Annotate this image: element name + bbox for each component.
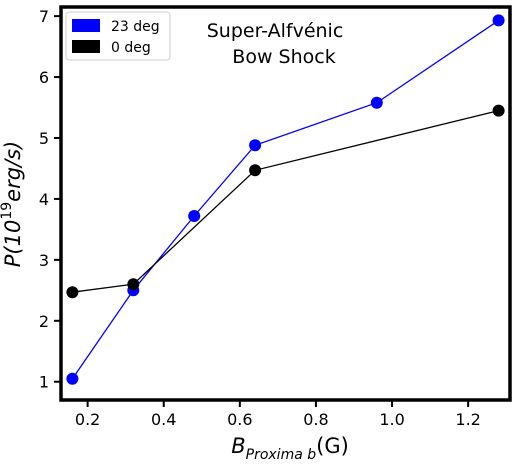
data-point-0-deg	[492, 104, 505, 117]
series-line-23-deg	[71, 19, 499, 380]
y-tick-label: 6	[39, 68, 49, 87]
series-layer	[66, 14, 505, 385]
legend-label-23-deg: 23 deg	[111, 19, 160, 35]
data-point-23-deg	[249, 139, 262, 152]
y-tick-label: 4	[39, 190, 49, 209]
chart-title-line-2: Bow Shock	[232, 46, 335, 68]
y-tick-label: 1	[39, 373, 49, 392]
y-tick-label: 5	[39, 129, 49, 148]
plot-frame	[59, 5, 512, 402]
data-point-23-deg	[66, 372, 79, 385]
x-tick-label: 1.2	[455, 410, 480, 429]
data-point-23-deg	[188, 210, 201, 222]
legend-swatch-0-deg	[72, 40, 100, 53]
ticks-layer: 0.2 0.4 0.6 0.8 1.0 1.2 1 2 3 4 5 6 7	[39, 7, 481, 429]
x-tick-label: 1.0	[379, 410, 404, 429]
x-tick-label: 0.4	[151, 410, 176, 429]
x-axis-label: BProxima b(G)	[231, 434, 349, 463]
y-tick-label: 7	[39, 7, 49, 26]
data-point-0-deg	[66, 286, 79, 299]
data-point-0-deg	[249, 164, 262, 177]
data-point-0-deg	[127, 278, 140, 291]
legend-label-0-deg: 0 deg	[111, 40, 151, 56]
data-point-23-deg	[492, 14, 505, 27]
data-point-23-deg	[370, 96, 383, 109]
series-line-0-deg	[72, 109, 499, 293]
x-tick-label: 0.6	[227, 410, 252, 429]
legend: 23 deg 0 deg	[65, 11, 171, 61]
legend-swatch-23-deg	[72, 19, 100, 32]
y-tick-label: 3	[39, 251, 49, 270]
chart-title-line-1: Super-Alfvénic	[207, 20, 344, 42]
x-tick-label: 0.8	[303, 410, 328, 429]
y-axis-label: P(1019erg/s)	[0, 141, 25, 268]
y-tick-label: 2	[39, 312, 49, 331]
x-tick-label: 0.2	[75, 410, 100, 429]
